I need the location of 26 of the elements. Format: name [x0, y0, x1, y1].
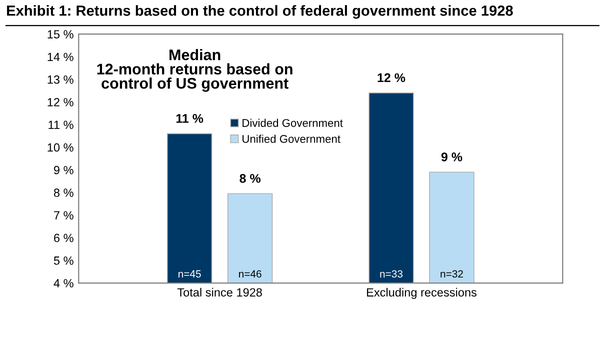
chart-title: Exhibit 1: Returns based on the control of federal government since 1928	[7, 5, 513, 19]
y-tick-label: 13 %	[48, 75, 74, 84]
data-label: 9 %	[441, 152, 462, 162]
annotation: n=33	[380, 270, 403, 278]
legend-label: Unified Government	[242, 134, 340, 143]
annotation: n=45	[178, 270, 201, 278]
legend-label: Divided Government	[242, 118, 343, 127]
y-tick-label: 12 %	[48, 98, 74, 106]
y-tick-label: 9 %	[54, 166, 74, 174]
data-label: 12 %	[378, 73, 406, 82]
y-tick-label: 6 %	[54, 234, 74, 242]
annotation: n=46	[239, 270, 262, 278]
data-label: 11 %	[176, 114, 204, 123]
y-tick-label: 11 %	[48, 120, 74, 129]
text: Median 12-month returns based on control of US government	[97, 49, 292, 92]
y-tick-label: 14 %	[48, 52, 74, 62]
y-tick-label: 7 %	[54, 211, 74, 220]
y-tick-label: 15 %	[48, 30, 74, 38]
y-tick-label: 10 %	[48, 143, 74, 152]
x-tick-label: Excluding recessions	[367, 288, 477, 299]
y-tick-label: 8 %	[54, 188, 74, 197]
y-tick-label: 5 %	[54, 256, 74, 265]
x-tick-label: Total since 1928	[177, 288, 262, 297]
y-tick-label: 4 %	[54, 279, 74, 288]
annotation: n=32	[440, 270, 463, 278]
data-label: 8 %	[240, 174, 261, 183]
